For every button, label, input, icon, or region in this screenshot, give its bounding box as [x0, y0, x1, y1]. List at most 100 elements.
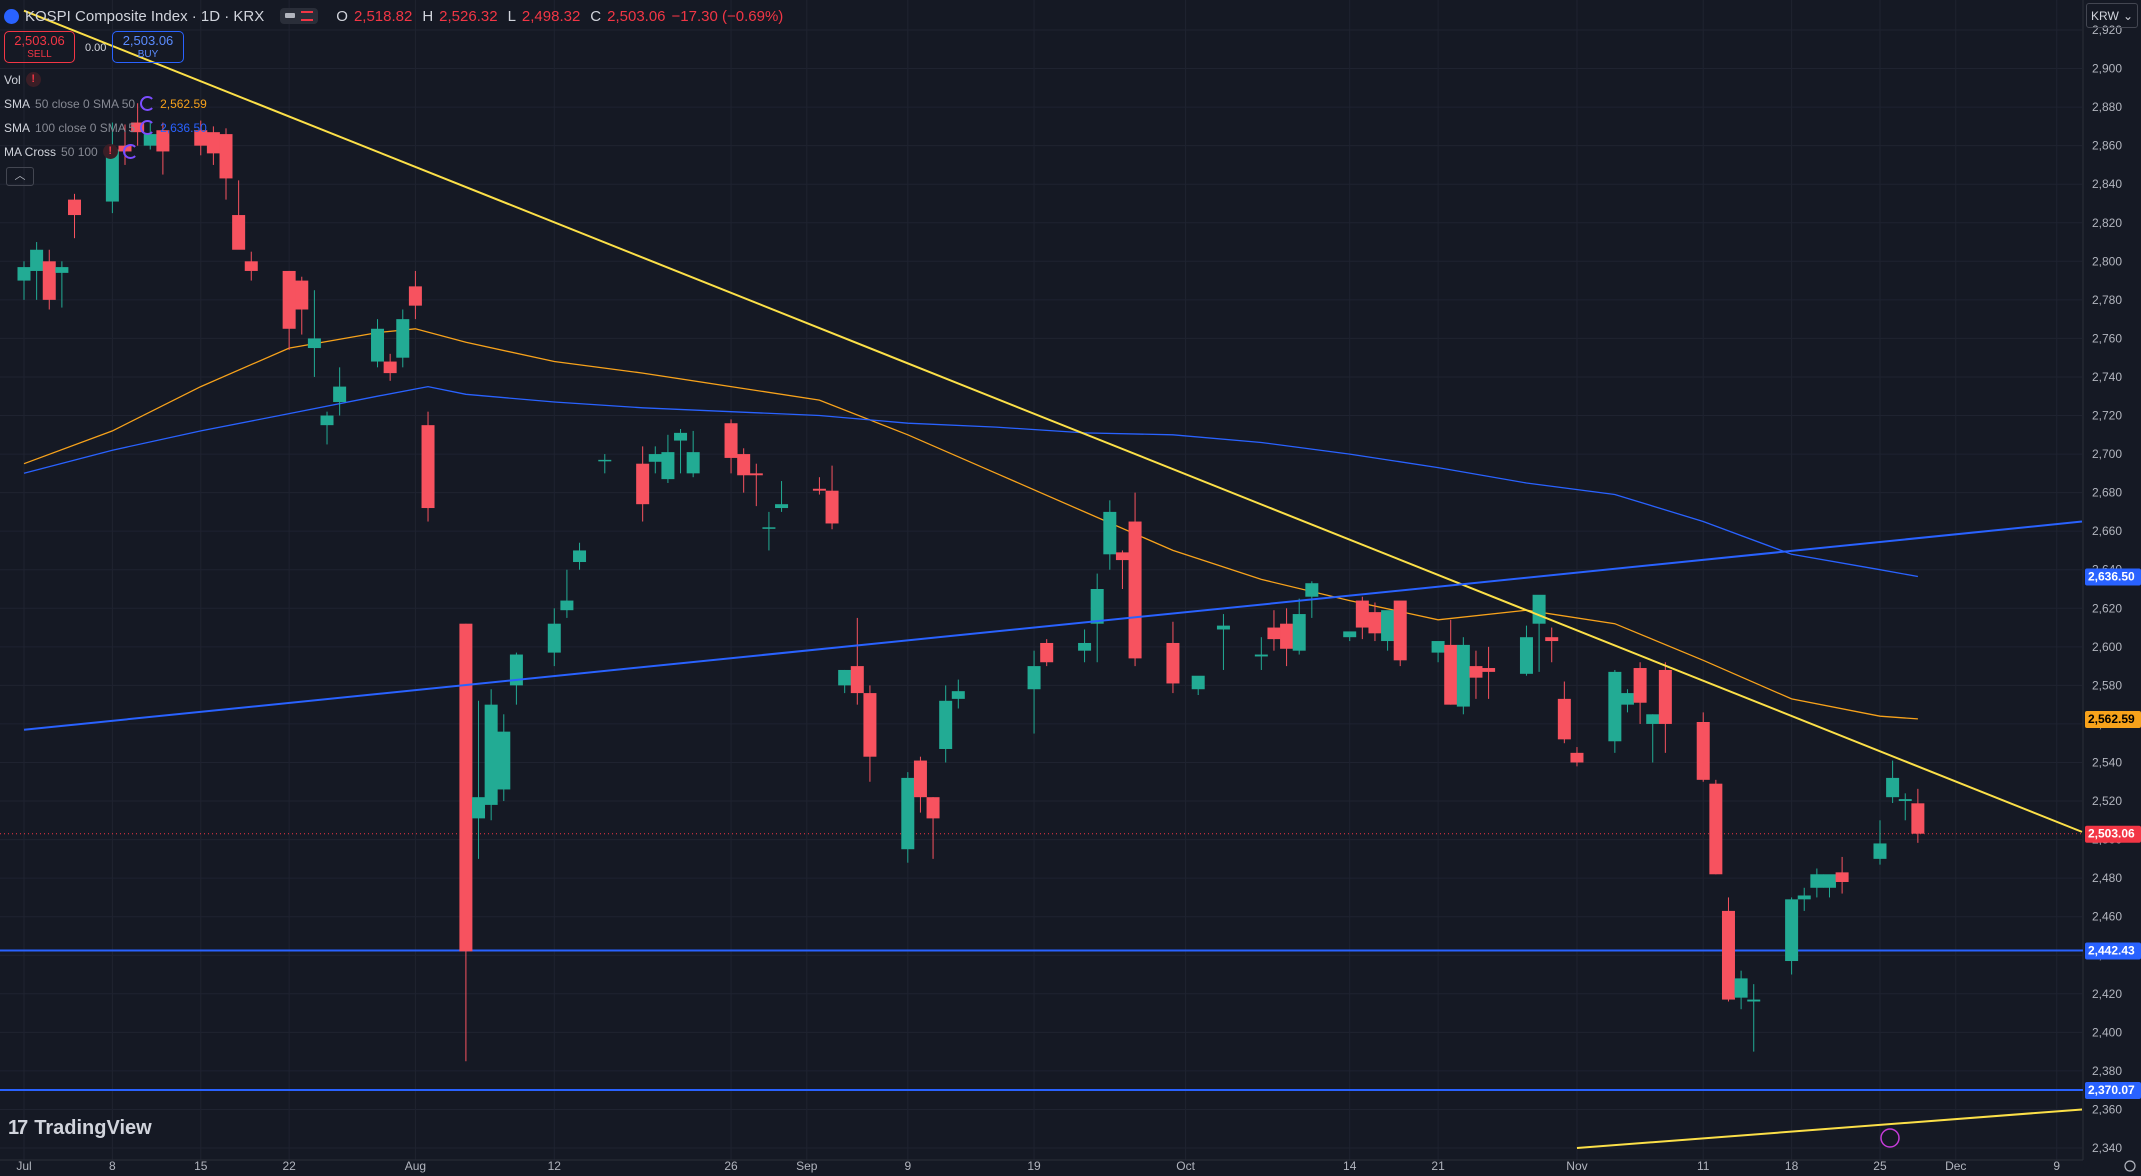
candle-body [1267, 627, 1281, 640]
candle-body [282, 270, 296, 329]
candle [459, 623, 473, 1062]
loading-icon [140, 120, 156, 135]
candle-body [573, 550, 587, 563]
y-tick-label: 2,880 [2092, 100, 2122, 114]
candle [1570, 747, 1584, 767]
candle [1747, 984, 1761, 1052]
price-label-text: 2,562.59 [2088, 712, 2135, 726]
candle-body [1532, 594, 1546, 624]
candle-body [131, 122, 145, 133]
candle-body [1886, 777, 1900, 798]
indicator-name: SMA [4, 96, 31, 111]
loading-icon [140, 96, 156, 111]
indicator-sma-100[interactable]: SMA 100 close 0 SMA 5 2,636.50 [4, 120, 207, 135]
candle-body [648, 454, 662, 462]
symbol-title[interactable]: KOSPI Composite Index · 1D · KRX [25, 7, 265, 25]
candle [598, 454, 612, 474]
candle [1254, 637, 1268, 670]
price-axis-bg [2083, 0, 2141, 1176]
tradingview-logo-icon: 17 [8, 1117, 28, 1139]
candle-body [1608, 671, 1622, 742]
candle [560, 569, 574, 618]
candle-body [1709, 783, 1723, 875]
candle-body [1103, 511, 1117, 555]
trendline [23, 520, 2083, 731]
indicator-vol[interactable]: Vol ! [4, 72, 41, 87]
x-tick-label: 12 [548, 1159, 562, 1173]
candle [194, 120, 208, 156]
x-tick-label: Dec [1945, 1159, 1966, 1173]
candle-body [1557, 698, 1571, 740]
candle [232, 180, 246, 250]
warning-icon[interactable]: ! [102, 144, 118, 159]
candle [775, 481, 789, 512]
indicator-ma-cross[interactable]: MA Cross 50 100 ! [4, 144, 138, 159]
candle [1822, 874, 1836, 898]
currency-selector[interactable]: KRW ⌄ [2086, 3, 2138, 28]
candle-body [1785, 899, 1799, 962]
candle-body [1633, 668, 1647, 703]
y-tick-label: 2,680 [2092, 486, 2122, 500]
candle-body [1254, 654, 1268, 657]
price-label: 2,442.43 [2085, 942, 2141, 960]
candle-body [838, 669, 852, 686]
candle [573, 542, 587, 570]
candle-body [674, 432, 688, 441]
price-label: 2,636.50 [2085, 568, 2141, 586]
candle [55, 261, 69, 308]
candle [105, 122, 119, 214]
candle-body [1721, 910, 1735, 1000]
candle-body [1292, 614, 1306, 651]
candle [1633, 662, 1647, 724]
candle-body [371, 328, 385, 362]
ohlc-low-label: L [507, 7, 516, 25]
y-tick-label: 2,760 [2092, 331, 2122, 345]
candle-body [1040, 642, 1054, 663]
candle-body [1658, 669, 1672, 724]
candle [1444, 619, 1458, 705]
sell-button[interactable]: 2,503.06 SELL [4, 31, 75, 63]
x-tick-label: Sep [796, 1159, 818, 1173]
price-label-bg [2085, 710, 2141, 728]
candle-body [737, 454, 751, 476]
sell-label: SELL [27, 49, 52, 60]
candle-body [333, 386, 347, 403]
candle [1519, 625, 1533, 676]
collapse-legend-button[interactable]: ︿ [6, 167, 34, 186]
y-tick-label: 2,540 [2092, 755, 2122, 769]
candle [939, 685, 953, 763]
ohlc-low-value: 2,498.32 [521, 7, 581, 25]
price-label: 2,503.06 [2085, 825, 2141, 843]
candle-body [598, 459, 612, 462]
y-tick-label: 2,420 [2092, 987, 2122, 1001]
candle-body [661, 452, 675, 480]
tradingview-watermark[interactable]: 17 TradingView [8, 1117, 152, 1140]
candle-body [42, 261, 56, 300]
y-tick-label: 2,700 [2092, 447, 2122, 461]
axis-settings-icon[interactable] [2124, 1160, 2136, 1172]
candle [17, 261, 31, 300]
candle [1898, 793, 1912, 821]
indicator-sma-50[interactable]: SMA 50 close 0 SMA 50 2,562.59 [4, 96, 207, 111]
y-tick-label: 2,620 [2092, 601, 2122, 615]
candle [1557, 681, 1571, 744]
candle [737, 448, 751, 493]
candle-body [1166, 642, 1180, 684]
price-label-text: 2,370.07 [2088, 1083, 2135, 1097]
sell-price: 2,503.06 [14, 33, 65, 48]
indicator-params: 50 close 0 SMA 50 [35, 96, 136, 111]
candle-body [1090, 589, 1104, 624]
buy-button[interactable]: 2,503.06 BUY [112, 31, 184, 63]
lightning-icon[interactable] [1880, 1128, 1900, 1148]
market-status-icon[interactable] [280, 8, 319, 24]
ohlc-change-value: −17.30 (−0.69%) [671, 7, 784, 25]
candle-body [1343, 631, 1357, 638]
indicator-name: Vol [4, 72, 21, 87]
candle [219, 128, 233, 200]
x-tick-label: 11 [1697, 1159, 1710, 1173]
candle [1873, 820, 1887, 865]
candle-body [1545, 637, 1559, 642]
warning-icon[interactable]: ! [25, 72, 41, 87]
candle [1355, 596, 1369, 640]
